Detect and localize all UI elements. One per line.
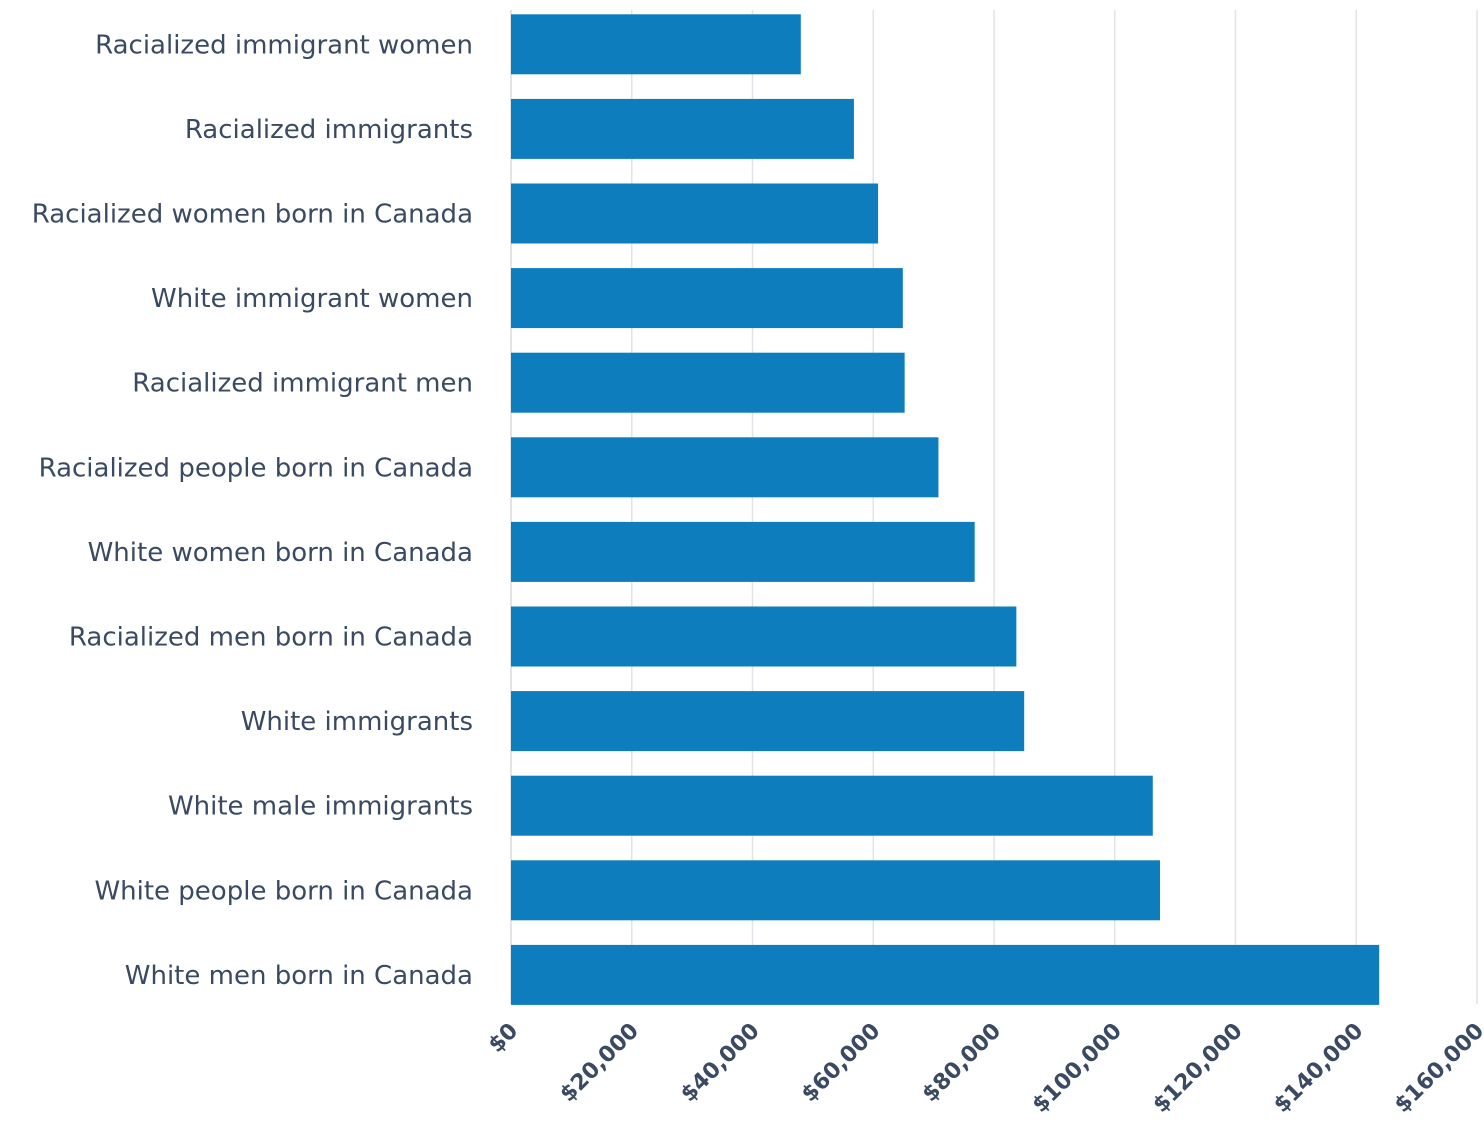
x-tick-label: $100,000 (1028, 1019, 1127, 1118)
bar (511, 183, 879, 244)
category-label: Racialized immigrants (185, 115, 473, 145)
bar (511, 691, 1025, 752)
category-label: White women born in Canada (88, 538, 473, 568)
category-label: Racialized immigrant women (95, 30, 473, 60)
category-label: White male immigrants (168, 792, 473, 822)
bar (511, 268, 903, 329)
bar (511, 944, 1380, 1005)
category-label: White immigrant women (151, 284, 473, 314)
category-label: Racialized immigrant men (132, 369, 473, 399)
x-tick-label: $80,000 (918, 1019, 1007, 1108)
x-tick-labels: $0 $20,000 $40,000 $60,000 $80,000 $100,000 $1… (484, 1019, 1484, 1118)
bar (511, 14, 801, 75)
category-label: White people born in Canada (94, 876, 473, 906)
category-label: White men born in Canada (125, 961, 473, 991)
category-label: Racialized women born in Canada (32, 200, 473, 230)
x-tick-label: $60,000 (797, 1019, 886, 1108)
x-tick-label: $40,000 (676, 1019, 765, 1108)
bar (511, 98, 854, 159)
bar (511, 606, 1017, 667)
x-tick-label: $160,000 (1390, 1019, 1484, 1118)
category-label: Racialized men born in Canada (69, 623, 473, 653)
gridlines (510, 10, 1478, 1004)
x-tick-label: $0 (484, 1019, 523, 1058)
x-tick-label: $120,000 (1148, 1019, 1247, 1118)
bar (511, 775, 1153, 836)
category-label: White immigrants (241, 707, 473, 737)
x-tick-label: $20,000 (555, 1019, 644, 1108)
category-labels: Racialized immigrant women Racialized imm… (32, 30, 473, 991)
bar (511, 437, 939, 498)
category-label: Racialized people born in Canada (39, 453, 473, 483)
bar (511, 860, 1161, 921)
bar (511, 352, 905, 413)
bar (511, 521, 975, 582)
x-tick-label: $140,000 (1269, 1019, 1368, 1118)
bars (511, 14, 1380, 1005)
